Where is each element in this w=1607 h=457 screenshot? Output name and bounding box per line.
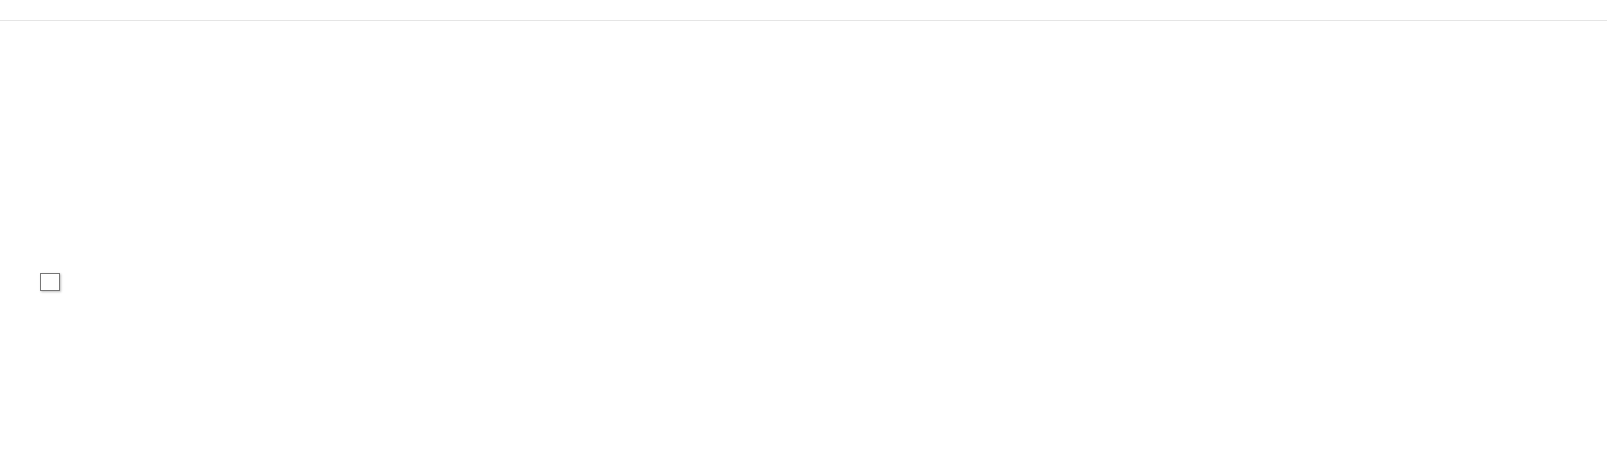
column-header-bar (0, 0, 1607, 21)
hover-tooltip (40, 273, 60, 291)
method-color-swatch (44, 276, 51, 288)
